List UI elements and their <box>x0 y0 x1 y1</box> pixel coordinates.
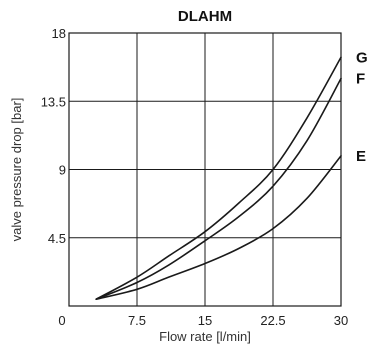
plot-border <box>68 32 342 307</box>
plot-frame <box>68 32 342 307</box>
grid-layer <box>69 33 341 306</box>
x-tick-label-3: 22.5 <box>260 313 285 328</box>
series-line-G <box>95 56 342 300</box>
series-label-G: G <box>356 49 368 66</box>
x-axis-label: Flow rate [l/min] <box>159 329 251 344</box>
series-line-E <box>95 155 342 300</box>
series-labels: GF E <box>356 49 368 165</box>
y-axis-label: valve pressure drop [bar] <box>9 98 24 242</box>
series-label-F: F <box>356 71 365 88</box>
x-tick-label-1: 7.5 <box>128 313 146 328</box>
y-tick-label-1: 9 <box>59 163 66 178</box>
x-tick-label-4: 30 <box>334 313 348 328</box>
x-tick-labels: 0 7.5 15 22.5 30 <box>58 313 348 328</box>
chart-title: DLAHM <box>178 8 232 25</box>
x-tick-label-2: 15 <box>198 313 212 328</box>
series-label-E: E <box>356 148 366 165</box>
y-tick-label-0: 4.5 <box>48 231 66 246</box>
y-tick-label-2: 13.5 <box>41 94 66 109</box>
y-tick-labels: 4.5 9 13.5 18 <box>41 26 66 246</box>
series-line-F <box>95 77 342 300</box>
x-tick-label-0: 0 <box>58 313 65 328</box>
y-tick-label-3: 18 <box>52 26 66 41</box>
series-layer <box>95 56 342 300</box>
